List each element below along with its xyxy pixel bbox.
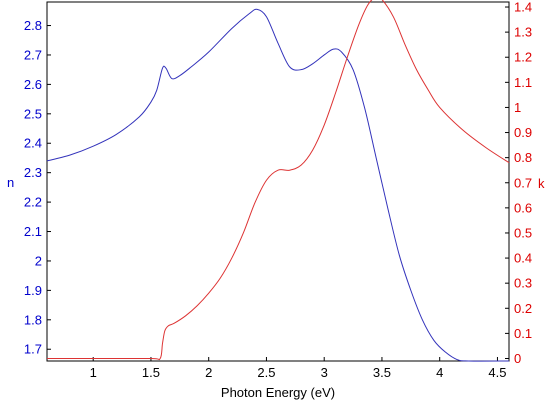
right-y-tick-label: 0.5 — [514, 225, 532, 240]
x-tick-label: 1 — [90, 365, 97, 380]
left-y-axis-label: n — [7, 175, 14, 190]
left-y-axis: 1.7 1.8 1.9 2 2.1 2.2 2.3 2.4 2.5 2.6 2.7 2.8 — [24, 18, 51, 357]
left-y-tick-label: 2.3 — [24, 165, 42, 180]
right-y-tick-label: 0.4 — [514, 251, 532, 266]
right-y-tick-label: 1 — [514, 100, 521, 115]
x-tick-label: 4 — [436, 365, 443, 380]
x-tick-label: 2 — [205, 365, 212, 380]
right-y-tick-label: 0 — [514, 351, 521, 366]
x-tick-label: 3 — [321, 365, 328, 380]
left-y-tick-label: 2 — [35, 253, 42, 268]
right-y-tick-label: 0.6 — [514, 200, 532, 215]
right-y-tick-label: 1.2 — [514, 50, 532, 65]
right-y-axis: 0 0.1 0.2 0.3 0.4 0.5 0.6 0.7 0.8 0.9 1 1.1 1.2 1.3 1.… — [505, 0, 532, 366]
n-series-line — [46, 8, 510, 362]
left-y-tick-label: 2.5 — [24, 106, 42, 121]
series-layer — [46, 0, 510, 362]
right-y-tick-label: 0.8 — [514, 150, 532, 165]
x-tick-label: 3.5 — [373, 365, 391, 380]
right-y-tick-label: 0.2 — [514, 301, 532, 316]
x-tick-label: 4.5 — [488, 365, 506, 380]
plot-frame — [46, 1, 510, 362]
left-y-tick-label: 1.7 — [24, 342, 42, 357]
x-tick-label: 2.5 — [257, 365, 275, 380]
right-y-tick-label: 1.3 — [514, 25, 532, 40]
right-y-tick-label: 1.1 — [514, 75, 532, 90]
right-y-tick-label: 0.1 — [514, 326, 532, 341]
right-y-tick-label: 1.4 — [514, 0, 532, 15]
k-series-line — [47, 0, 510, 361]
right-y-tick-label: 0.3 — [514, 276, 532, 291]
right-y-axis-label: k — [538, 176, 545, 191]
left-y-tick-label: 2.1 — [24, 224, 42, 239]
left-y-tick-label: 2.4 — [24, 136, 42, 151]
left-y-tick-label: 1.9 — [24, 283, 42, 298]
right-y-tick-label: 0.9 — [514, 125, 532, 140]
x-axis-label: Photon Energy (eV) — [221, 385, 335, 400]
left-y-tick-label: 1.8 — [24, 312, 42, 327]
x-tick-label: 1.5 — [142, 365, 160, 380]
left-y-tick-label: 2.8 — [24, 18, 42, 33]
left-y-tick-label: 2.6 — [24, 77, 42, 92]
x-axis: 1 1.5 2 2.5 3 3.5 4 4.5 — [90, 357, 506, 380]
left-y-tick-label: 2.7 — [24, 47, 42, 62]
right-y-tick-label: 0.7 — [514, 175, 532, 190]
left-y-tick-label: 2.2 — [24, 195, 42, 210]
